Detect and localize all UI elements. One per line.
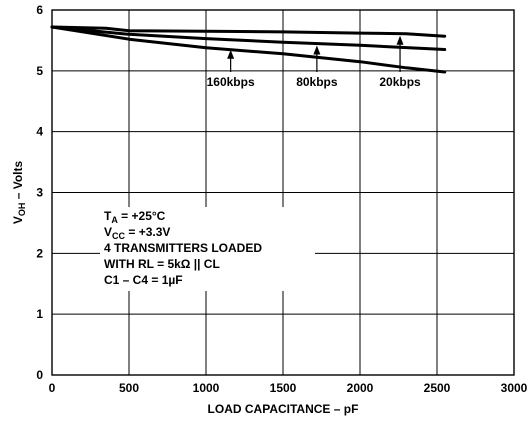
condition-line: WITH RL = 5kΩ || CL xyxy=(104,257,220,271)
x-tick-label: 3000 xyxy=(501,381,528,395)
y-tick-label: 6 xyxy=(36,3,43,17)
grid-lines xyxy=(52,10,514,375)
x-tick-label: 1000 xyxy=(193,381,220,395)
condition-line: C1 – C4 = 1µF xyxy=(104,273,183,287)
y-axis-title: VOH – Volts xyxy=(11,161,27,225)
series-label-160kbps: 160kbps xyxy=(207,75,255,89)
x-tick-label: 500 xyxy=(119,381,139,395)
x-tick-label: 2000 xyxy=(347,381,374,395)
x-tick-labels: 0 500 1000 1500 2000 2500 3000 xyxy=(49,381,528,395)
y-tick-label: 3 xyxy=(36,186,43,200)
y-tick-label: 5 xyxy=(36,64,43,78)
series-label-80kbps: 80kbps xyxy=(296,75,338,89)
y-tick-label: 4 xyxy=(36,125,43,139)
y-tick-label: 2 xyxy=(36,246,43,260)
y-tick-label: 1 xyxy=(36,307,43,321)
y-axis-title-main: V xyxy=(11,216,25,224)
y-tick-label: 0 xyxy=(36,368,43,382)
x-axis-title: LOAD CAPACITANCE – pF xyxy=(208,402,359,416)
series-label-20kbps: 20kbps xyxy=(379,75,421,89)
x-tick-label: 2500 xyxy=(424,381,451,395)
y-tick-labels: 0 1 2 3 4 5 6 xyxy=(36,3,43,382)
annotation-arrow-head xyxy=(397,36,404,45)
condition-line: 4 TRANSMITTERS LOADED xyxy=(104,241,262,255)
x-tick-label: 1500 xyxy=(270,381,297,395)
series-lines xyxy=(52,27,445,72)
y-axis-title-sub: OH xyxy=(17,203,27,217)
y-axis-title-rest: – Volts xyxy=(11,161,25,203)
x-tick-label: 0 xyxy=(49,381,56,395)
annotation-arrow-head xyxy=(313,45,320,54)
